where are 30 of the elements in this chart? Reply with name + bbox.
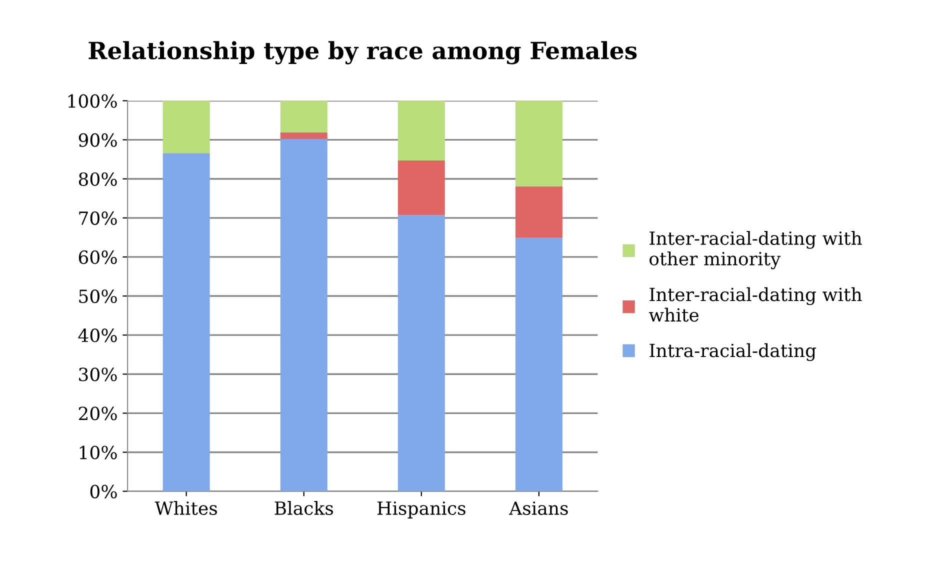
x-tick-label: Hispanics (377, 501, 466, 518)
bar (162, 100, 210, 154)
legend-label: Inter-racial-dating with other minority (650, 231, 862, 270)
bar (280, 132, 328, 140)
y-tick-label: 0% (90, 484, 117, 498)
x-tick-label: Blacks (274, 501, 333, 515)
x-tick-label: Whites (154, 501, 217, 515)
y-tick-label: 50% (79, 289, 117, 304)
bar (515, 186, 562, 238)
bar (280, 100, 328, 132)
chart-title: Relationship type by race among Females (88, 41, 637, 64)
bar (280, 139, 328, 492)
y-tick-label: 40% (78, 328, 117, 342)
bar (162, 153, 210, 492)
bar (515, 100, 562, 186)
bar (515, 238, 562, 492)
bar (398, 100, 445, 160)
y-tick-label: 90% (78, 133, 117, 147)
bar (398, 215, 445, 492)
y-tick-label: 80% (78, 172, 117, 186)
legend-label: Inter-racial-dating with white (648, 287, 862, 322)
y-tick-label: 20% (78, 406, 117, 420)
x-tick-label: Asians (508, 501, 568, 515)
y-tick-label: 30% (79, 368, 117, 382)
legend-label: Intra-racial-dating (650, 343, 816, 362)
y-tick-label: 70% (79, 211, 117, 226)
y-tick-label: 60% (78, 250, 117, 264)
bar (398, 160, 445, 216)
y-tick-label: 10% (80, 446, 117, 460)
y-tick-label: 100% (68, 94, 117, 108)
